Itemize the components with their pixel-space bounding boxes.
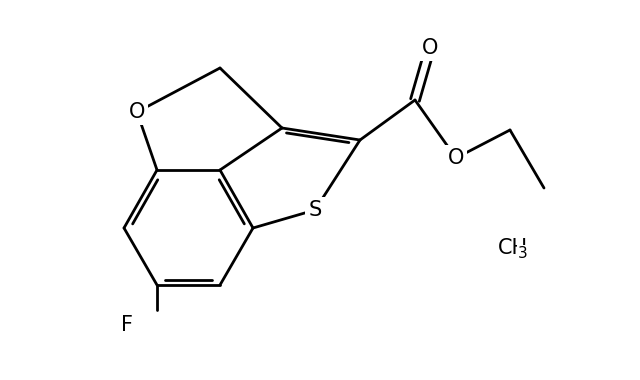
Text: 3: 3	[518, 245, 528, 261]
Text: F: F	[121, 315, 133, 335]
Text: O: O	[129, 102, 145, 122]
Text: O: O	[448, 148, 464, 168]
Text: S: S	[308, 200, 322, 220]
Text: CH: CH	[498, 238, 528, 258]
Text: O: O	[422, 38, 438, 58]
